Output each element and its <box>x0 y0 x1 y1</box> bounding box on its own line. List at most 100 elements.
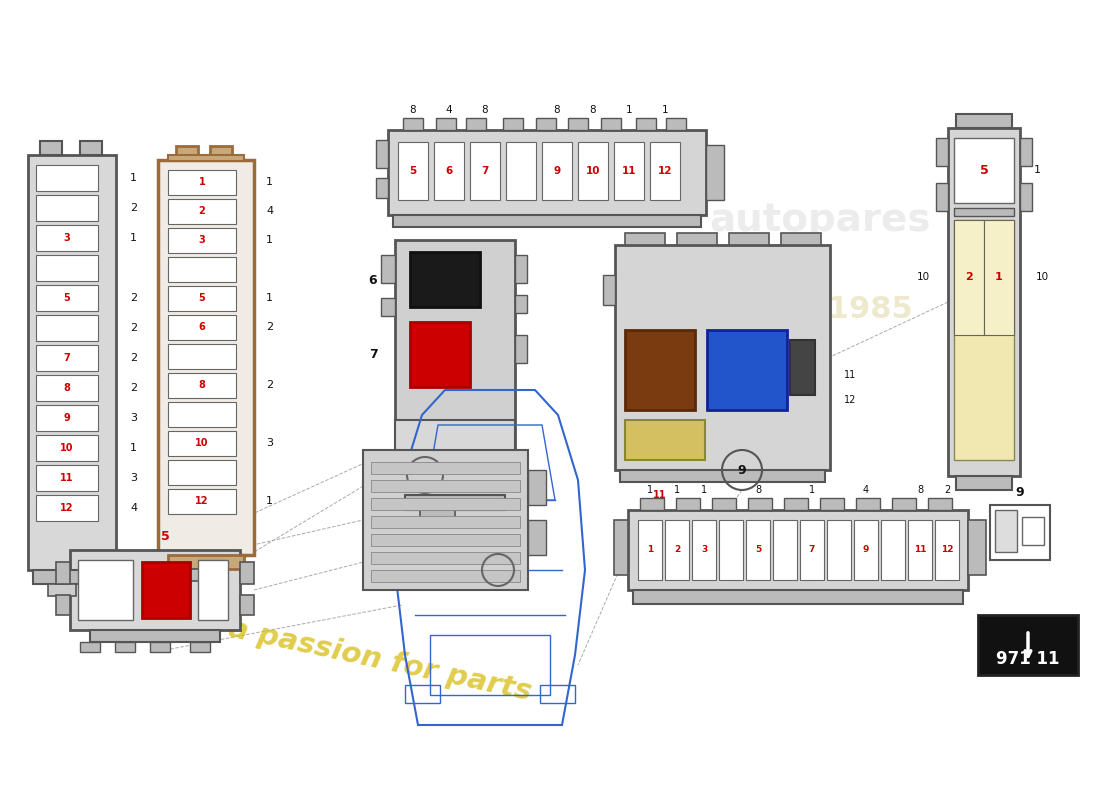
Text: 1: 1 <box>266 496 273 506</box>
Bar <box>784 498 808 510</box>
Text: 5: 5 <box>755 546 761 554</box>
Bar <box>620 470 825 482</box>
Bar <box>168 199 236 224</box>
Bar <box>70 550 240 630</box>
Text: 8: 8 <box>64 383 70 393</box>
Text: 10: 10 <box>1036 272 1049 282</box>
Bar <box>376 140 388 168</box>
Text: 1: 1 <box>130 443 138 453</box>
Text: 8: 8 <box>482 105 488 115</box>
Bar <box>381 255 395 283</box>
Text: 4: 4 <box>446 105 452 115</box>
Bar <box>632 590 962 604</box>
Bar <box>773 520 798 580</box>
Bar <box>176 146 198 160</box>
Bar <box>908 520 932 580</box>
Text: 5: 5 <box>199 293 206 303</box>
Text: 7: 7 <box>64 353 70 363</box>
Bar <box>393 215 701 227</box>
Bar <box>638 520 662 580</box>
Bar <box>371 480 520 492</box>
Bar <box>528 520 546 555</box>
Text: 3: 3 <box>701 546 707 554</box>
Bar <box>395 240 515 495</box>
Text: 2: 2 <box>130 203 138 213</box>
Bar <box>746 520 770 580</box>
Bar <box>198 560 228 620</box>
Text: 10: 10 <box>196 438 209 448</box>
Text: 7: 7 <box>808 546 815 554</box>
Bar <box>36 465 98 491</box>
Bar <box>78 560 133 620</box>
Bar <box>430 635 550 695</box>
Bar <box>371 552 520 564</box>
Bar <box>410 252 480 307</box>
Bar <box>168 555 244 569</box>
Bar <box>956 476 1012 490</box>
Text: 3: 3 <box>199 235 206 245</box>
Text: 9: 9 <box>1015 486 1024 499</box>
Bar <box>210 146 232 160</box>
Bar <box>729 233 769 245</box>
Bar <box>800 520 824 580</box>
Bar <box>363 450 528 590</box>
Bar <box>376 178 388 198</box>
Bar <box>168 315 236 340</box>
Bar <box>36 195 98 221</box>
Bar <box>36 285 98 311</box>
Bar <box>614 142 644 200</box>
Text: 11: 11 <box>60 473 74 483</box>
Bar <box>90 630 220 642</box>
Text: 1: 1 <box>808 485 815 495</box>
Bar <box>928 498 952 510</box>
Bar <box>936 183 948 211</box>
Text: 2: 2 <box>130 353 138 363</box>
Text: 12: 12 <box>940 546 954 554</box>
Bar <box>36 255 98 281</box>
Bar <box>371 534 520 546</box>
Bar <box>56 562 70 584</box>
Text: 11: 11 <box>621 166 636 176</box>
Text: 2: 2 <box>266 380 273 390</box>
Bar <box>936 138 948 166</box>
Bar <box>781 233 821 245</box>
Bar <box>240 562 254 584</box>
Bar <box>625 330 695 410</box>
Text: 8: 8 <box>590 105 596 115</box>
Text: 4: 4 <box>862 485 869 495</box>
Text: 10: 10 <box>585 166 601 176</box>
Text: 2: 2 <box>130 383 138 393</box>
Text: 1: 1 <box>626 105 632 115</box>
Bar <box>990 505 1050 560</box>
Text: 971 11: 971 11 <box>997 650 1059 668</box>
Bar <box>506 142 536 200</box>
Bar <box>536 118 556 130</box>
Bar <box>956 114 1012 128</box>
Bar <box>36 495 98 521</box>
Text: 2: 2 <box>130 293 138 303</box>
Bar <box>1022 517 1044 545</box>
Bar <box>168 257 236 282</box>
Bar <box>371 516 520 528</box>
Text: 1: 1 <box>662 105 669 115</box>
Text: 6: 6 <box>368 274 377 286</box>
Bar <box>168 170 236 195</box>
Bar <box>712 498 736 510</box>
Bar <box>692 520 716 580</box>
Bar <box>540 685 575 703</box>
Bar <box>948 128 1020 476</box>
Bar <box>466 118 486 130</box>
Text: 8: 8 <box>199 380 206 390</box>
Bar <box>150 642 170 652</box>
Text: 11: 11 <box>844 370 856 380</box>
Text: 12: 12 <box>658 166 672 176</box>
Bar <box>48 584 76 596</box>
Bar <box>650 142 680 200</box>
Bar <box>168 155 244 161</box>
Bar <box>168 286 236 311</box>
Bar <box>168 228 236 253</box>
Bar <box>625 233 666 245</box>
Bar <box>381 298 395 316</box>
Text: autopares: autopares <box>710 201 931 239</box>
Bar <box>168 460 236 485</box>
